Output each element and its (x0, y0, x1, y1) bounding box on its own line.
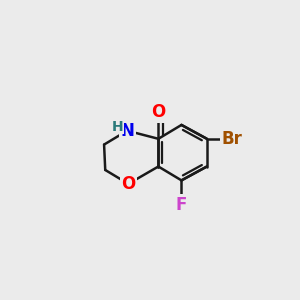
Text: O: O (121, 175, 136, 193)
Text: N: N (120, 122, 134, 140)
Text: Br: Br (222, 130, 243, 148)
Text: H: H (112, 120, 123, 134)
Text: F: F (176, 196, 187, 214)
Text: O: O (151, 103, 166, 121)
